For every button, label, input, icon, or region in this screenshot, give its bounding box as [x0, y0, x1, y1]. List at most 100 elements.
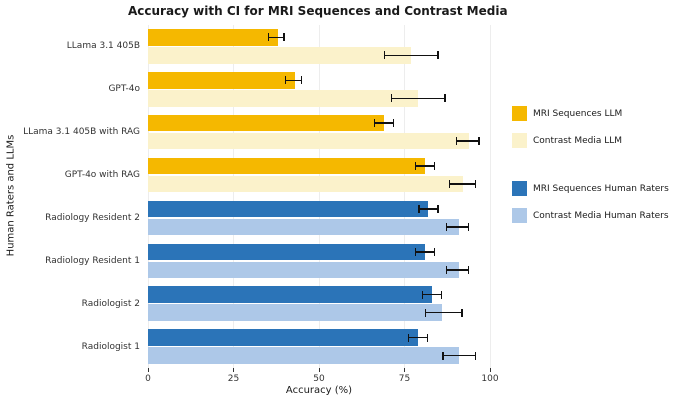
category-label: Radiologist 1	[81, 341, 140, 352]
error-bar-cap	[407, 333, 410, 342]
error-bar-cap	[373, 119, 376, 128]
error-bar-cap	[392, 119, 395, 128]
error-bar-line	[284, 79, 302, 81]
error-bar-line	[421, 293, 443, 296]
chart-title: Accuracy with CI for MRI Sequences and C…	[128, 4, 508, 18]
legend-item: MRI Sequences LLM	[512, 106, 622, 121]
legend-item-label: MRI Sequences Human Raters	[533, 183, 669, 194]
x-axis-label: Accuracy (%)	[285, 385, 353, 396]
error-bar-line	[383, 54, 439, 57]
error-bar-cap	[383, 51, 386, 60]
gridline	[489, 25, 491, 368]
error-bar-cap	[427, 333, 429, 342]
x-tick-label: 50	[313, 374, 325, 384]
error-bar-cap	[440, 290, 443, 299]
error-bar-cap	[414, 162, 417, 171]
error-bar-line	[407, 336, 429, 339]
bar-contrast-media	[148, 304, 443, 321]
x-tick-mark	[404, 368, 405, 372]
bar-mri-sequences	[148, 286, 432, 303]
bar-mri-sequences	[148, 72, 296, 89]
error-bar-line	[414, 165, 436, 167]
x-tick-label: 25	[227, 374, 240, 384]
error-bar-cap	[468, 265, 470, 274]
category-label: Radiology Resident 1	[45, 255, 140, 266]
error-bar-cap	[474, 180, 477, 189]
error-bar-cap	[442, 351, 444, 360]
error-bar-cap	[468, 222, 470, 231]
error-bar-cap	[461, 308, 463, 317]
x-tick-mark	[233, 368, 234, 372]
bar-mri-sequences	[148, 243, 426, 261]
legend-item: MRI Sequences Human Raters	[512, 181, 669, 196]
x-tick-mark	[318, 368, 320, 372]
legend-item: Contrast Media LLM	[512, 133, 622, 148]
legend-item-label: Contrast Media Human Raters	[533, 210, 669, 221]
bar-mri-sequences	[148, 114, 384, 132]
error-bar-cap	[445, 265, 447, 274]
legend-item: Contrast Media Human Raters	[512, 208, 669, 223]
gridline	[147, 25, 149, 368]
x-tick-mark	[489, 368, 491, 372]
error-bar-cap	[437, 51, 439, 60]
error-bar-line	[373, 122, 395, 124]
category-label: GPT-4o	[108, 84, 140, 95]
legend-item-label: MRI Sequences LLM	[533, 108, 623, 119]
bar-mri-sequences	[148, 29, 278, 46]
bar-contrast-media	[148, 47, 412, 64]
error-bar-cap	[267, 33, 270, 42]
gridline	[404, 25, 405, 368]
x-tick-label: 0	[145, 374, 151, 384]
bar-contrast-media	[148, 347, 460, 364]
category-label: LLama 3.1 405B with RAG	[23, 127, 140, 138]
legend-swatch	[512, 106, 527, 121]
error-bar-line	[455, 140, 480, 142]
error-bar-line	[267, 36, 285, 39]
legend-item-label: Contrast Media LLM	[533, 135, 623, 146]
error-bar-cap	[455, 137, 458, 146]
error-bar-cap	[433, 162, 436, 171]
bar-contrast-media	[148, 132, 470, 150]
bar-contrast-media	[148, 90, 419, 107]
error-bar-cap	[283, 33, 285, 42]
error-bar-cap	[444, 94, 446, 103]
error-bar-line	[442, 354, 477, 357]
error-bar-line	[445, 269, 470, 271]
error-bar-cap	[421, 290, 423, 299]
error-bar-line	[425, 311, 463, 314]
category-label: Radiologist 2	[81, 298, 140, 309]
error-bar-cap	[418, 204, 420, 213]
error-bar-line	[445, 226, 470, 228]
bar-contrast-media	[148, 175, 463, 193]
bar-mri-sequences	[148, 329, 419, 346]
error-bar-cap	[414, 247, 417, 256]
error-bar-cap	[300, 76, 302, 85]
gridline	[318, 25, 320, 368]
legend-swatch	[512, 208, 527, 223]
bar-mri-sequences	[148, 200, 429, 218]
error-bar-cap	[448, 180, 451, 189]
bar-contrast-media	[148, 261, 460, 279]
error-bar-line	[448, 183, 477, 185]
gridline	[233, 25, 234, 368]
bar-contrast-media	[148, 218, 460, 236]
error-bar-cap	[474, 351, 477, 360]
error-bar-cap	[445, 222, 447, 231]
error-bar-cap	[478, 137, 480, 146]
legend-swatch	[512, 133, 527, 148]
error-bar-cap	[437, 204, 439, 213]
error-bar-line	[414, 251, 436, 253]
error-bar-cap	[425, 308, 427, 317]
error-bar-cap	[433, 247, 436, 256]
category-label: LLama 3.1 405B	[66, 41, 140, 52]
error-bar-line	[390, 97, 446, 99]
x-tick-label: 100	[481, 374, 499, 384]
error-bar-cap	[284, 76, 287, 85]
error-bar-line	[418, 208, 439, 210]
x-tick-label: 75	[398, 374, 411, 384]
bar-mri-sequences	[148, 157, 426, 175]
legend-swatch	[512, 181, 527, 196]
